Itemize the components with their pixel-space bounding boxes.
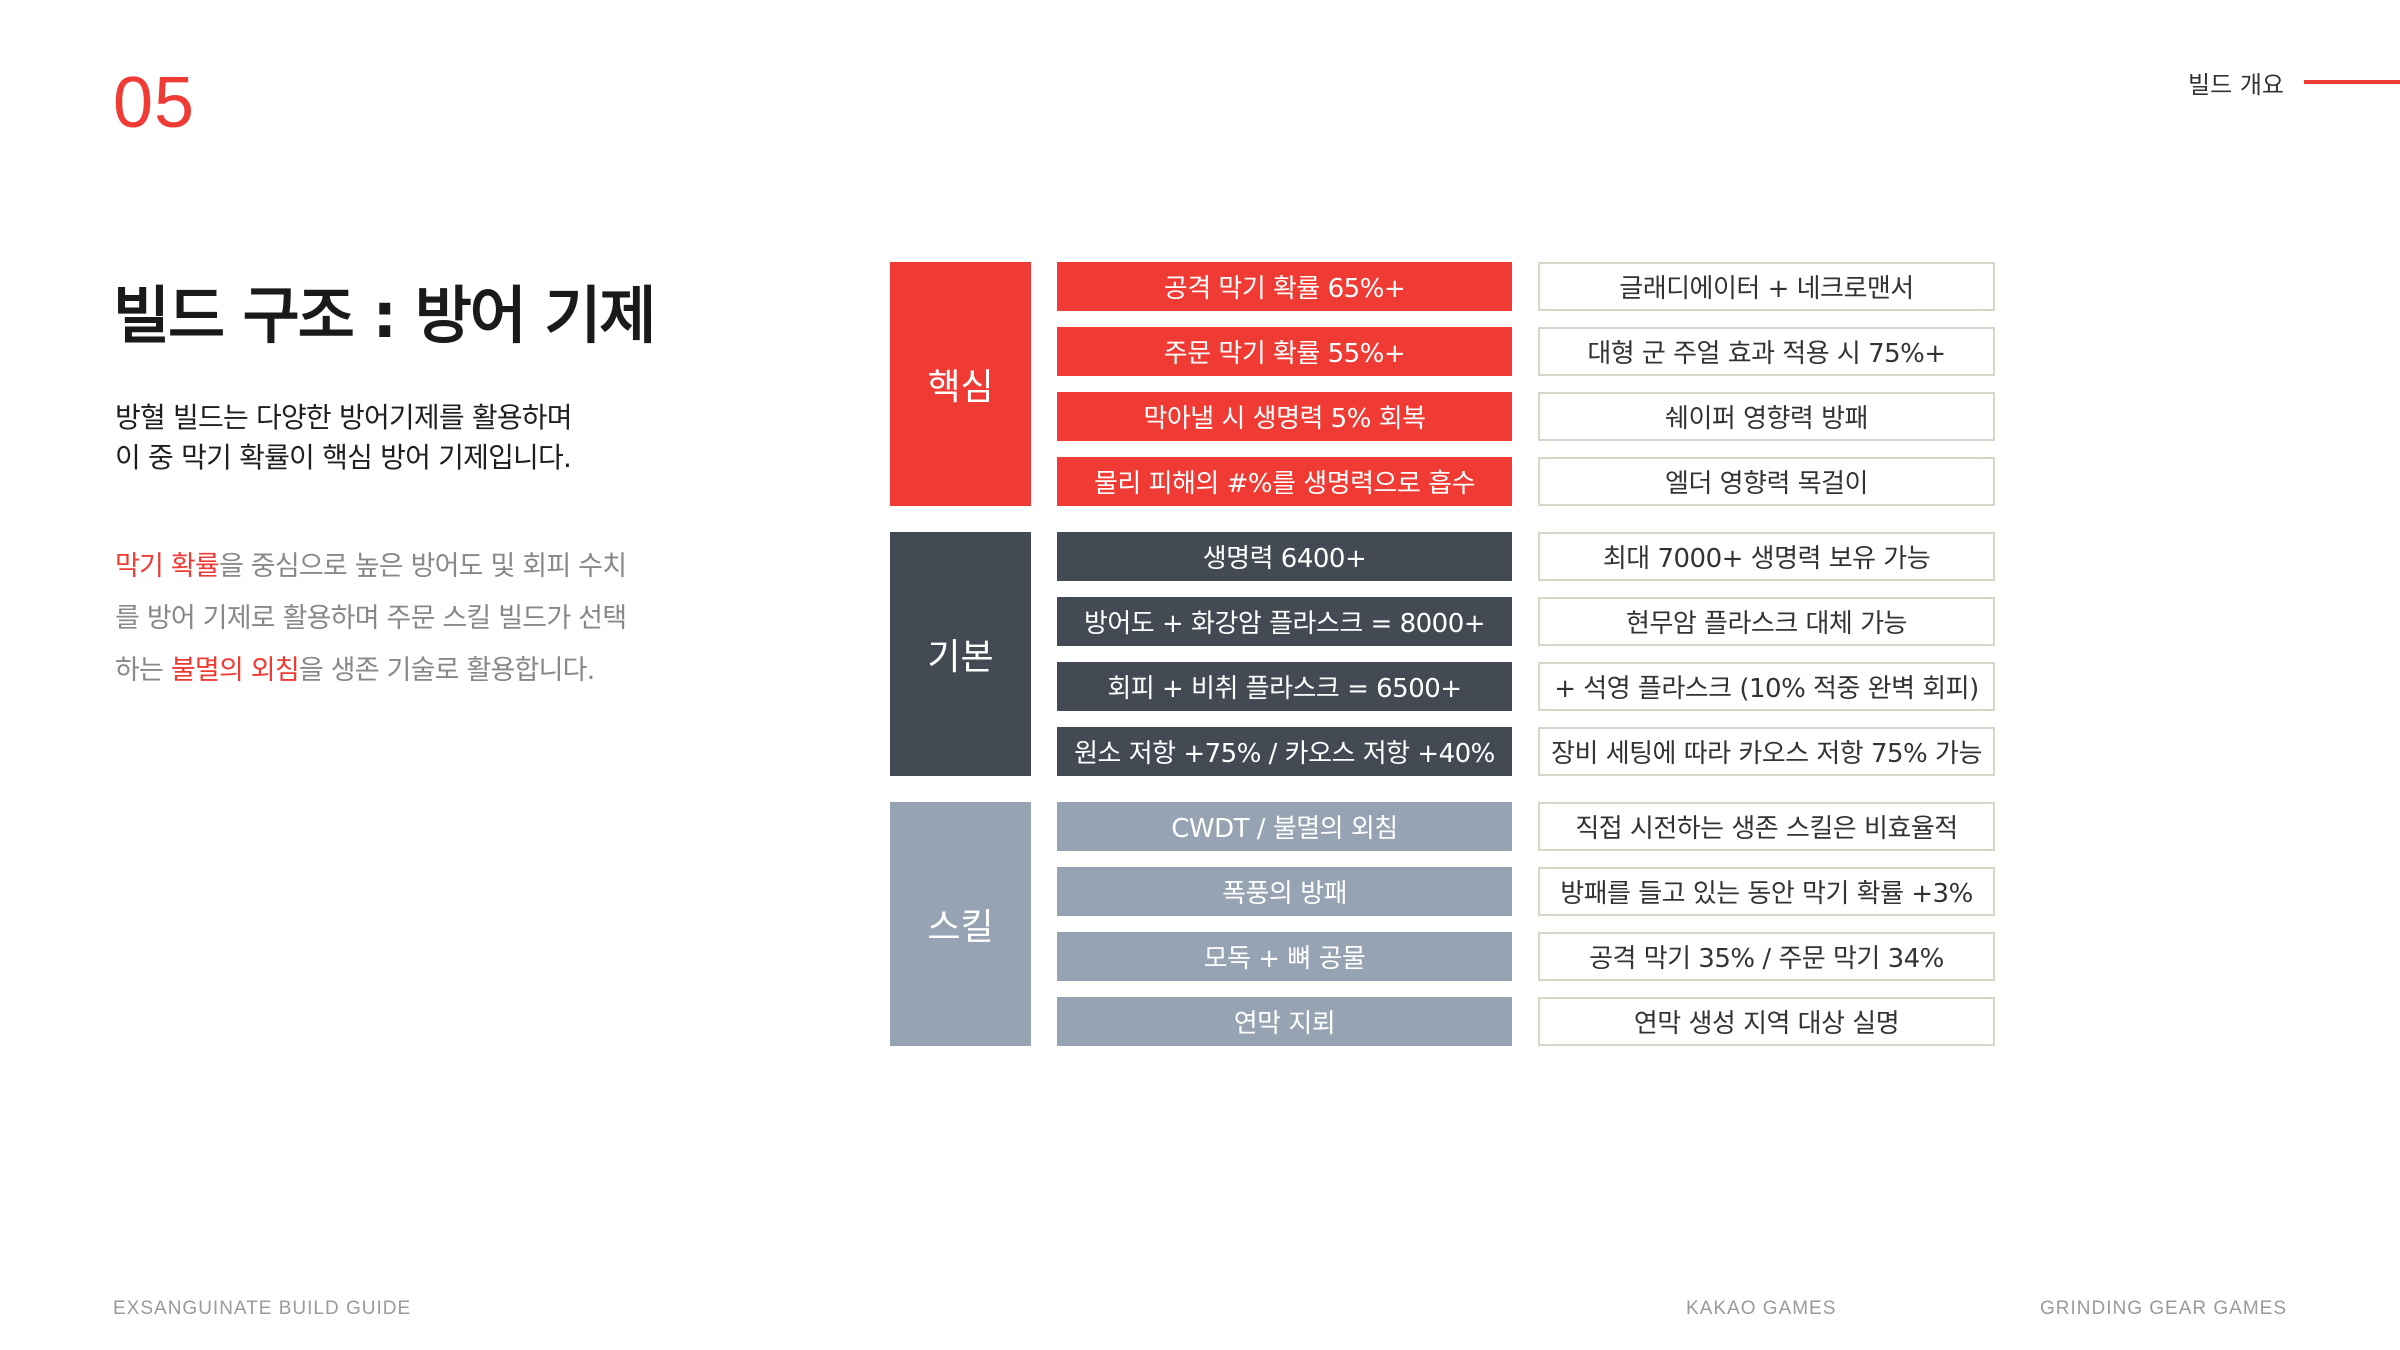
row-stat: CWDT / 불멸의 외침: [1057, 802, 1512, 851]
description-part: 을 중심으로 높은 방어도 및 회피 수치: [218, 551, 627, 582]
category-label: 스킬: [890, 802, 1031, 1046]
highlight-immortal-call: 불멸의 외침: [170, 655, 300, 686]
category-label: 핵심: [890, 262, 1031, 506]
row-stat: 공격 막기 확률 65%+: [1057, 262, 1512, 311]
footer-publisher: KAKAO GAMES: [1686, 1298, 1837, 1319]
footer-guide-label: EXSANGUINATE BUILD GUIDE: [113, 1298, 412, 1319]
lead-line-2: 이 중 막기 확률이 핵심 방어 기제입니다.: [115, 441, 572, 474]
section-label: 빌드 개요: [2188, 70, 2284, 99]
row-stat: 생명력 6400+: [1057, 532, 1512, 581]
row-stat: 물리 피해의 #%를 생명력으로 흡수: [1057, 457, 1512, 506]
row-note: 쉐이퍼 영향력 방패: [1538, 392, 1995, 441]
row-note: 공격 막기 35% / 주문 막기 34%: [1538, 932, 1995, 981]
lead-text: 방혈 빌드는 다양한 방어기제를 활용하며 이 중 막기 확률이 핵심 방어 기…: [115, 398, 573, 478]
row-stat: 회피 + 비취 플라스크 = 6500+: [1057, 662, 1512, 711]
section-header: 빌드 개요: [2188, 62, 2400, 102]
description-part: 를 방어 기제로 활용하며 주문 스킬 빌드가 선택: [115, 603, 627, 634]
row-note: 장비 세팅에 따라 카오스 저항 75% 가능: [1538, 727, 1995, 776]
description-part: 하는: [115, 655, 171, 686]
page-title: 빌드 구조 : 방어 기제: [113, 279, 656, 352]
row-note: 최대 7000+ 생명력 보유 가능: [1538, 532, 1995, 581]
row-stat: 폭풍의 방패: [1057, 867, 1512, 916]
description-part: 을 생존 기술로 활용합니다.: [298, 655, 595, 686]
row-note: 글래디에이터 + 네크로맨서: [1538, 262, 1995, 311]
lead-line-1: 방혈 빌드는 다양한 방어기제를 활용하며: [115, 401, 573, 434]
category-label: 기본: [890, 532, 1031, 776]
slide-number: 05: [113, 63, 196, 143]
row-stat: 모독 + 뼈 공물: [1057, 932, 1512, 981]
row-note: 직접 시전하는 생존 스킬은 비효율적: [1538, 802, 1995, 851]
row-note: 엘더 영향력 목걸이: [1538, 457, 1995, 506]
highlight-block-chance: 막기 확률: [115, 551, 220, 582]
row-note: 대형 군 주얼 효과 적용 시 75%+: [1538, 327, 1995, 376]
row-stat: 방어도 + 화강암 플라스크 = 8000+: [1057, 597, 1512, 646]
row-note: + 석영 플라스크 (10% 적중 완벽 회피): [1538, 662, 1995, 711]
row-note: 연막 생성 지역 대상 실명: [1538, 997, 1995, 1046]
row-note: 방패를 들고 있는 동안 막기 확률 +3%: [1538, 867, 1995, 916]
section-accent-line: [2304, 80, 2400, 84]
row-note: 현무암 플라스크 대체 가능: [1538, 597, 1995, 646]
row-stat: 막아낼 시 생명력 5% 회복: [1057, 392, 1512, 441]
row-stat: 주문 막기 확률 55%+: [1057, 327, 1512, 376]
row-stat: 원소 저항 +75% / 카오스 저항 +40%: [1057, 727, 1512, 776]
footer-developer: GRINDING GEAR GAMES: [2039, 1298, 2287, 1319]
row-stat: 연막 지뢰: [1057, 997, 1512, 1046]
